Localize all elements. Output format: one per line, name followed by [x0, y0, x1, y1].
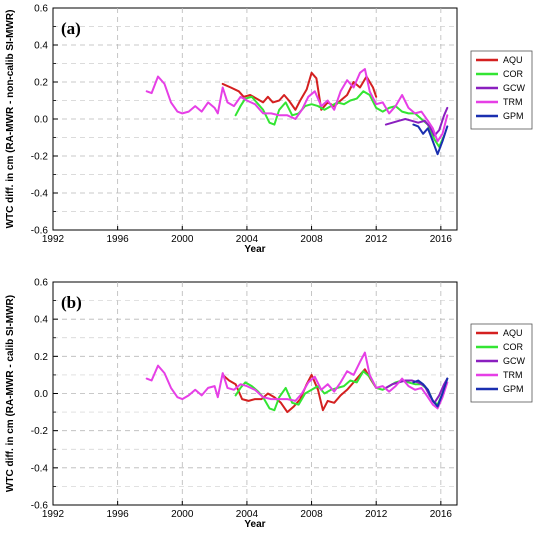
series-line-trm	[145, 68, 449, 143]
y-tick-label: -0.6	[31, 226, 49, 237]
series-line-trm	[145, 351, 449, 410]
legend-label: GPM	[503, 111, 524, 121]
axes: 1992 1996 2000 2004 2008 2012 2016 0.6 0.4 0.2 0.0…	[31, 4, 453, 246]
y-tick-label: 0.6	[34, 4, 48, 15]
x-tick-label: 2012	[365, 509, 388, 520]
legend-label: GPM	[503, 384, 524, 394]
series-line-gpm	[412, 377, 449, 408]
y-tick-label: -0.6	[31, 501, 49, 512]
legend-label: GCW	[503, 356, 526, 366]
x-axis-label: Year	[244, 519, 265, 530]
y-tick-label: -0.4	[31, 463, 49, 474]
y-tick-label: 0.4	[34, 41, 48, 52]
legend-label: AQU	[503, 328, 523, 338]
legend-label: GCW	[503, 83, 526, 93]
y-tick-label: 0.0	[34, 389, 48, 400]
legend-label: TRM	[503, 370, 523, 380]
y-tick-label: -0.2	[31, 426, 49, 437]
legend-label: COR	[503, 342, 524, 352]
x-tick-label: 2008	[300, 509, 323, 520]
legend: AQU COR GCW TRM GPM	[470, 323, 533, 403]
series-lines	[145, 351, 449, 414]
y-tick-label: 0.4	[34, 315, 48, 326]
x-tick-label: 1996	[107, 234, 130, 245]
x-tick-label: 1992	[42, 234, 65, 245]
x-tick-label: 2016	[430, 234, 453, 245]
x-tick-label: 2012	[365, 234, 388, 245]
x-tick-label: 1996	[107, 509, 130, 520]
chart-panel-b: 1992 1996 2000 2004 2008 2012 2016 0.6 0.4 0.2 0.0…	[5, 278, 533, 530]
x-axis-label: Year	[244, 244, 265, 255]
grid-lines	[53, 8, 457, 230]
y-tick-label: 0.0	[34, 115, 48, 126]
y-tick-label: -0.4	[31, 189, 49, 200]
x-tick-label: 2016	[430, 509, 453, 520]
series-lines	[145, 68, 449, 156]
legend-label: TRM	[503, 97, 523, 107]
x-tick-label: 2004	[236, 509, 259, 520]
series-line-gpm	[412, 123, 449, 156]
x-tick-label: 2000	[171, 509, 194, 520]
x-tick-label: 1992	[42, 509, 65, 520]
panel-label: (b)	[61, 293, 82, 312]
x-tick-label: 2004	[236, 234, 259, 245]
y-axis-label: WTC diff. in cm (RA-MWR - calib SI-MWR)	[5, 295, 16, 492]
chart-panel-a: 1992 1996 2000 2004 2008 2012 2016 0.6 0.4 0.2 0.0…	[5, 4, 533, 255]
grid-lines	[53, 282, 457, 505]
y-tick-label: -0.2	[31, 152, 49, 163]
x-tick-label: 2008	[300, 234, 323, 245]
axes: 1992 1996 2000 2004 2008 2012 2016 0.6 0.4 0.2 0.0…	[31, 278, 453, 521]
series-line-cor	[234, 370, 449, 412]
y-axis-label: WTC diff. in cm (RA-MWR - non-calib SI-M…	[5, 10, 16, 229]
x-tick-label: 2000	[171, 234, 194, 245]
legend-label: COR	[503, 69, 524, 79]
series-line-gcw	[384, 106, 449, 137]
y-tick-label: 0.2	[34, 78, 48, 89]
legend-label: AQU	[503, 55, 523, 65]
y-tick-label: 0.6	[34, 278, 48, 289]
legend: AQU COR GCW TRM GPM	[470, 50, 533, 130]
y-tick-label: 0.2	[34, 352, 48, 363]
panel-label: (a)	[61, 19, 81, 38]
